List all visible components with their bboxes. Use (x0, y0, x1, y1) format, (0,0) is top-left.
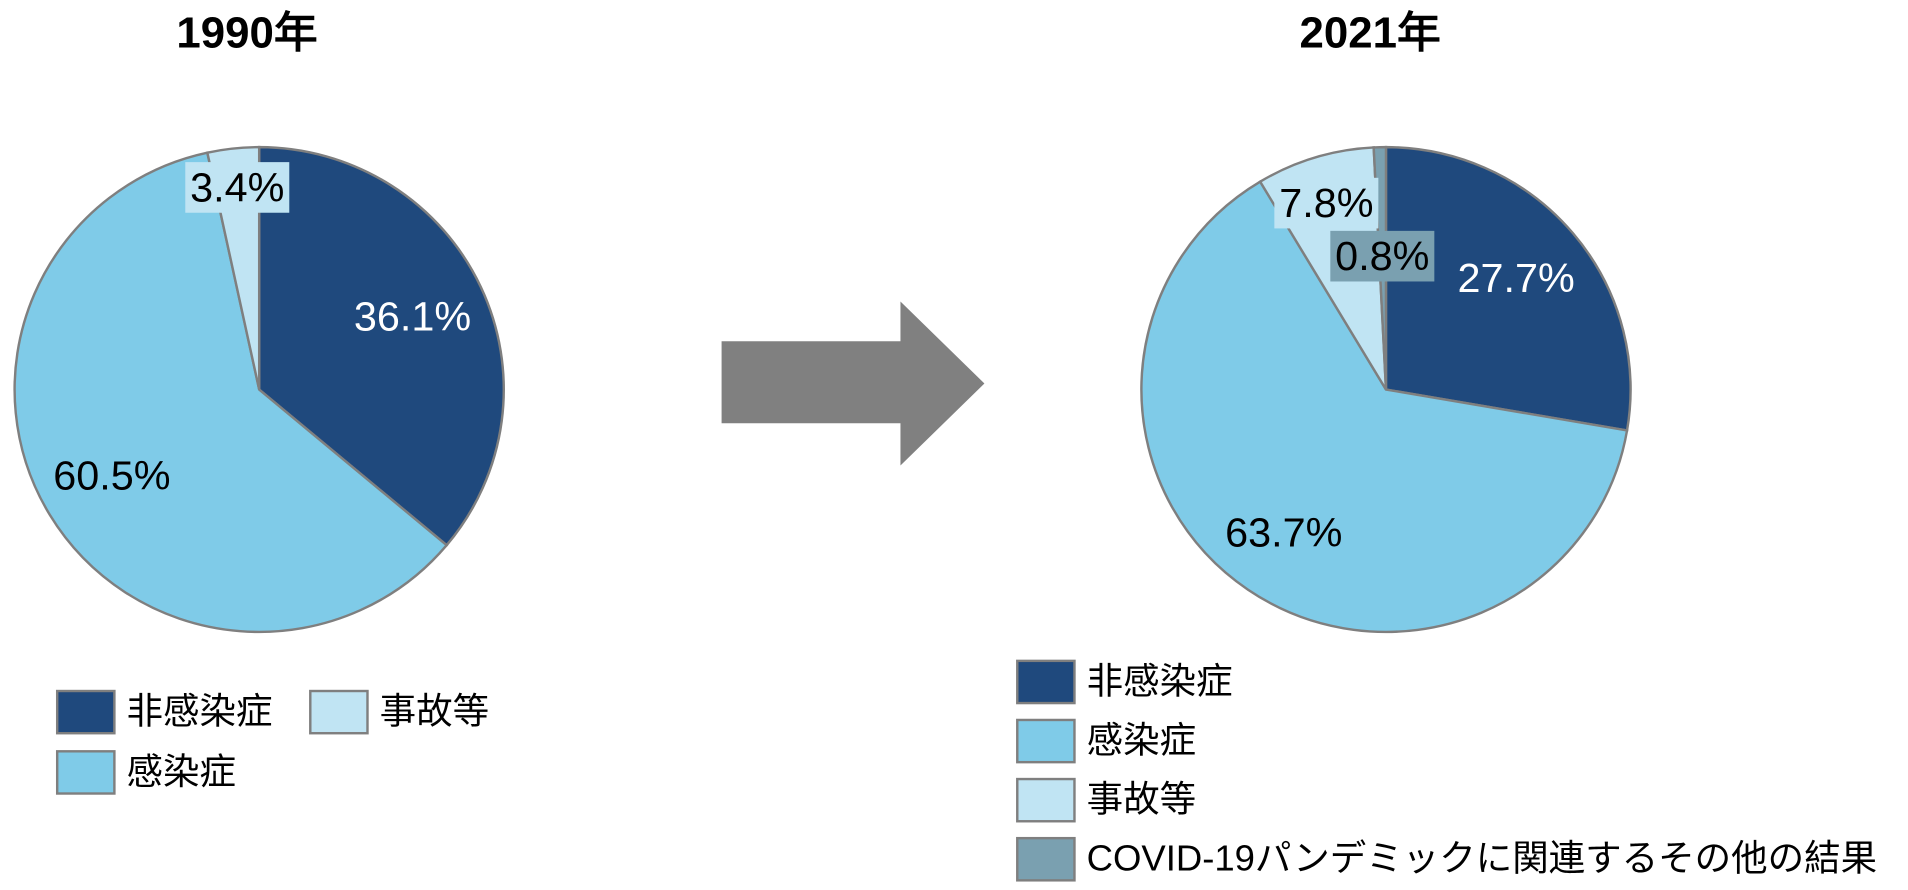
legend-swatch (1016, 777, 1076, 823)
legend-label: 感染症 (1087, 720, 1196, 761)
data-label-group: 0.8% (1330, 230, 1435, 282)
legend-label: 感染症 (127, 751, 236, 792)
pie-slice (1384, 145, 1632, 432)
data-label: 36.1% (354, 294, 471, 340)
pie-slice (13, 151, 449, 634)
arrow (721, 301, 985, 466)
label-box (185, 162, 290, 213)
legend-swatch (1016, 718, 1076, 764)
data-label-group: 36.1% (354, 294, 471, 340)
data-label: 7.8% (1279, 180, 1373, 226)
data-label: 63.7% (1225, 509, 1342, 555)
legend-label: 事故等 (380, 691, 489, 732)
data-label-group: 3.4% (185, 162, 290, 213)
legend-swatch (309, 689, 369, 735)
legend-label: 非感染症 (127, 691, 273, 732)
legend-label: 事故等 (1087, 779, 1196, 820)
legend-swatch (1016, 836, 1076, 882)
pie-slice (1140, 180, 1629, 634)
chart-title: 1990年 (176, 10, 317, 58)
legend-swatch (1016, 659, 1076, 705)
legend-label: 非感染症 (1087, 660, 1233, 701)
data-label: 27.7% (1458, 255, 1575, 301)
data-label-group: 7.8% (1274, 177, 1379, 229)
data-label-group: 60.5% (53, 453, 170, 499)
data-label-group: 27.7% (1458, 255, 1575, 301)
data-label: 60.5% (53, 453, 170, 499)
pie-slice (257, 145, 505, 547)
label-box (1330, 230, 1435, 282)
label-box (1274, 177, 1379, 229)
data-label: 0.8% (1335, 233, 1429, 279)
data-label-group: 63.7% (1225, 509, 1342, 555)
legend-swatch (55, 750, 116, 795)
legend-swatch (55, 689, 116, 735)
legend-label: COVID-19パンデミックに関連するその他の結果 (1087, 838, 1877, 879)
chart-title: 2021年 (1300, 10, 1441, 58)
data-label: 3.4% (190, 165, 284, 211)
